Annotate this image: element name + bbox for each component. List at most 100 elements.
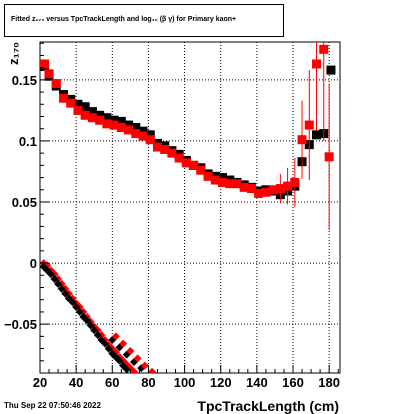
data-point-square	[66, 98, 76, 108]
data-point-square	[324, 152, 334, 162]
data-point-square	[73, 105, 83, 115]
data-point-square	[44, 69, 54, 79]
y-tick-label: 0.1	[19, 134, 37, 149]
data-point-square	[152, 142, 162, 152]
data-point-diamond	[148, 367, 157, 373]
data-point-square	[87, 113, 97, 123]
data-point-square	[102, 119, 112, 129]
data-point-diamond	[133, 354, 142, 363]
data-point-square	[181, 158, 191, 168]
data-point-square	[80, 110, 90, 120]
data-point-square	[73, 99, 83, 109]
data-point-diamond	[140, 361, 149, 370]
data-point-square	[232, 179, 242, 189]
x-tick-label: 60	[105, 375, 119, 390]
y-tick-label: 0.15	[12, 73, 37, 88]
data-point-diamond	[86, 321, 95, 330]
series-3	[40, 262, 131, 373]
chart-title-box: Fitted z₁₇₀ versus TpcTrackLength and lo…	[4, 4, 284, 37]
y-tick-label: 0	[30, 256, 37, 271]
data-point-square	[239, 182, 249, 192]
data-point-diamond	[57, 284, 66, 293]
data-point-square	[131, 122, 141, 132]
data-point-square	[290, 177, 300, 187]
y-tick-label: −0.05	[4, 317, 37, 332]
x-tick-label: 80	[141, 375, 155, 390]
data-point-square	[304, 120, 314, 130]
data-point-diamond	[40, 262, 48, 271]
data-point-diamond	[61, 289, 70, 298]
x-tick-label: 120	[210, 375, 232, 390]
series-5	[111, 332, 157, 373]
data-point-diamond	[115, 356, 124, 365]
chart-title: Fitted z₁₇₀ versus TpcTrackLength and lo…	[11, 16, 237, 23]
data-point-square	[218, 173, 228, 183]
data-point-diamond	[75, 307, 84, 316]
y-axis-title: z₁₇₀	[6, 42, 21, 65]
data-point-diamond	[129, 367, 138, 373]
data-point-diamond	[101, 339, 110, 348]
axes: 20 40 60 80 100 120 140 160 180 −0.05 0 0.05 0.1 0.15	[4, 42, 340, 390]
data-point-square	[138, 131, 148, 141]
data-point-square	[326, 65, 336, 75]
data-point-diamond	[93, 331, 102, 340]
grid-lines	[40, 42, 340, 373]
data-point-square	[196, 165, 206, 175]
data-point-square	[218, 177, 228, 187]
data-point-square	[174, 153, 184, 163]
x-tick-label: 180	[318, 375, 340, 390]
x-tick-label: 100	[174, 375, 196, 390]
data-point-square	[116, 122, 126, 132]
data-point-square	[40, 59, 50, 69]
data-point-square	[268, 185, 278, 195]
data-point-square	[261, 187, 271, 197]
data-point-diamond	[104, 344, 113, 353]
data-point-square	[203, 171, 213, 181]
data-point-square	[254, 188, 264, 198]
data-point-square	[312, 59, 322, 69]
data-point-square	[124, 125, 134, 135]
data-point-square	[138, 126, 148, 136]
data-point-diamond	[126, 347, 135, 356]
x-tick-label: 20	[33, 375, 47, 390]
data-point-square	[167, 148, 177, 158]
data-point-diamond	[50, 274, 59, 283]
data-point-diamond	[122, 365, 131, 373]
data-point-square	[124, 120, 134, 130]
x-tick-label: 160	[282, 375, 304, 390]
data-point-diamond	[119, 339, 128, 348]
data-point-square	[51, 79, 61, 89]
data-point-square	[109, 120, 119, 130]
data-point-square	[189, 160, 199, 170]
data-point-square	[145, 130, 155, 140]
data-point-square	[116, 116, 126, 126]
x-axis-title: TpcTrackLength (cm)	[197, 398, 339, 414]
data-point-diamond	[90, 326, 99, 335]
series-1	[40, 42, 334, 231]
data-point-square	[131, 129, 141, 139]
data-point-square	[80, 102, 90, 112]
data-point-square	[246, 184, 256, 194]
data-point-square	[87, 107, 97, 117]
timestamp-footer: Thu Sep 22 07:50:46 2022	[4, 401, 101, 410]
data-point-square	[145, 135, 155, 145]
data-point-square	[225, 179, 235, 189]
data-point-square	[102, 113, 112, 123]
data-point-square	[312, 130, 322, 140]
x-tick-label: 40	[69, 375, 83, 390]
x-tick-label: 140	[246, 375, 268, 390]
data-point-square	[95, 110, 105, 120]
y-tick-label: 0.05	[12, 195, 37, 210]
data-marks	[40, 42, 336, 373]
data-point-diamond	[82, 316, 91, 325]
data-point-square	[275, 184, 285, 194]
data-point-diamond	[68, 298, 77, 307]
data-point-square	[109, 115, 119, 125]
data-point-diamond	[122, 350, 131, 359]
data-point-diamond	[54, 279, 63, 288]
data-point-diamond	[111, 332, 120, 341]
data-point-square	[210, 175, 220, 185]
data-point-diamond	[72, 303, 81, 312]
data-point-square	[95, 115, 105, 125]
